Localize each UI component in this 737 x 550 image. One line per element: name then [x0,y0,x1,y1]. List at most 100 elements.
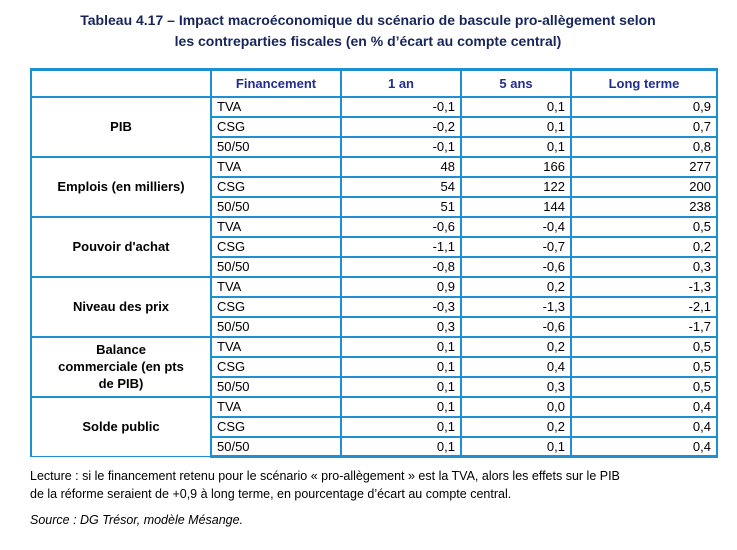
table-row: Pouvoir d'achat TVA -0,6 -0,4 0,5 [30,215,718,277]
source-note: Source : DG Trésor, modèle Mésange. [30,513,244,527]
category-cell: Solde public [30,395,212,457]
value-cell: -0,8 [340,255,462,278]
table-row: Balance commerciale (en pts de PIB) TVA 0,… [30,335,718,397]
financement-cell: CSG [210,295,342,317]
financement-cell: CSG [210,235,342,257]
value-cell: 0,1 [460,435,572,458]
value-cell: -0,3 [340,295,462,317]
financement-cell: TVA [210,215,342,237]
value-cell: 0,5 [570,215,718,237]
financement-cell: CSG [210,415,342,437]
lecture-note: Lecture : si le financement retenu pour … [30,469,620,501]
value-cell: -1,3 [570,275,718,297]
value-cell: 0,1 [340,415,462,437]
financement-cell: TVA [210,155,342,177]
value-cell: 277 [570,155,718,177]
value-cell: 0,4 [460,355,572,377]
value-cell: 0,1 [340,355,462,377]
value-cell: -1,7 [570,315,718,338]
financement-cell: CSG [210,115,342,137]
value-cell: 122 [460,175,572,197]
table-row: 50/50 0,3 -0,6 -1,7 [31,315,718,338]
value-cell: -0,4 [460,215,572,237]
financement-cell: 50/50 [210,135,342,158]
value-cell: 0,3 [460,375,572,398]
financement-cell: 50/50 [210,195,342,218]
table-row: 50/50 0,1 0,1 0,4 [31,435,718,458]
value-cell: 166 [460,155,572,177]
value-cell: -0,6 [460,255,572,278]
financement-cell: CSG [210,175,342,197]
category-cell: PIB [30,95,212,157]
category-cell: Niveau des prix [30,275,212,337]
value-cell: 0,1 [340,335,462,357]
financement-cell: TVA [210,395,342,417]
table-row: CSG 54 122 200 [31,175,718,197]
value-cell: 0,1 [340,375,462,398]
value-cell: -2,1 [570,295,718,317]
value-cell: 48 [340,155,462,177]
value-cell: 0,1 [340,435,462,458]
table-body: PIB TVA -0,1 0,1 0,9 CSG -0,2 0,1 0,7 50/50 -0,1 0,… [30,95,718,458]
financement-cell: CSG [210,355,342,377]
table-row: 50/50 -0,8 -0,6 0,3 [31,255,718,278]
table-row: PIB TVA -0,1 0,1 0,9 [30,95,718,157]
table-row: Emplois (en milliers) TVA 48 166 277 [30,155,718,217]
table-row: CSG -0,3 -1,3 -2,1 [31,295,718,317]
value-cell: 0,1 [340,395,462,417]
value-cell: -0,1 [340,135,462,158]
financement-cell: 50/50 [210,255,342,278]
category-cell: Balance commerciale (en pts de PIB) [30,335,212,397]
value-cell: 54 [340,175,462,197]
value-cell: -1,3 [460,295,572,317]
value-cell: 0,5 [570,355,718,377]
value-cell: -0,2 [340,115,462,137]
table-row: CSG -1,1 -0,7 0,2 [31,235,718,257]
financement-cell: TVA [210,275,342,297]
value-cell: 0,2 [460,415,572,437]
header-cell-financement: Financement [210,68,342,98]
value-cell: 0,1 [460,95,572,117]
value-cell: -0,6 [340,215,462,237]
financement-cell: TVA [210,335,342,357]
header-cell-5ans: 5 ans [460,68,572,98]
header-cell-1an: 1 an [340,68,462,98]
financement-cell: 50/50 [210,435,342,458]
table-row: 50/50 51 144 238 [31,195,718,218]
value-cell: -1,1 [340,235,462,257]
impact-table: Financement 1 an 5 ans Long terme PIB TVA… [30,68,718,458]
value-cell: 238 [570,195,718,218]
value-cell: 0,9 [340,275,462,297]
value-cell: 144 [460,195,572,218]
value-cell: 0,4 [570,395,718,417]
header-row: Financement 1 an 5 ans Long terme [30,68,718,98]
table-header: Financement 1 an 5 ans Long terme [30,68,718,98]
financement-cell: TVA [210,95,342,117]
table-row: Solde public TVA 0,1 0,0 0,4 [30,395,718,457]
table-title: Tableau 4.17 – Impact macroéconomique du… [80,12,656,49]
header-cell-empty [30,68,212,98]
header-cell-long-terme: Long terme [570,68,718,98]
value-cell: 0,4 [570,435,718,458]
value-cell: 0,8 [570,135,718,158]
value-cell: 0,5 [570,375,718,398]
value-cell: 200 [570,175,718,197]
value-cell: 0,2 [460,335,572,357]
value-cell: -0,7 [460,235,572,257]
value-cell: 51 [340,195,462,218]
financement-cell: 50/50 [210,315,342,338]
value-cell: 0,2 [570,235,718,257]
value-cell: 0,1 [460,115,572,137]
value-cell: 0,3 [340,315,462,338]
value-cell: 0,2 [460,275,572,297]
category-cell: Pouvoir d'achat [30,215,212,277]
table-row: Niveau des prix TVA 0,9 0,2 -1,3 [30,275,718,337]
value-cell: -0,6 [460,315,572,338]
value-cell: 0,3 [570,255,718,278]
table-row: CSG 0,1 0,4 0,5 [31,355,718,377]
value-cell: 0,7 [570,115,718,137]
value-cell: -0,1 [340,95,462,117]
category-cell: Emplois (en milliers) [30,155,212,217]
table-row: 50/50 0,1 0,3 0,5 [31,375,718,398]
